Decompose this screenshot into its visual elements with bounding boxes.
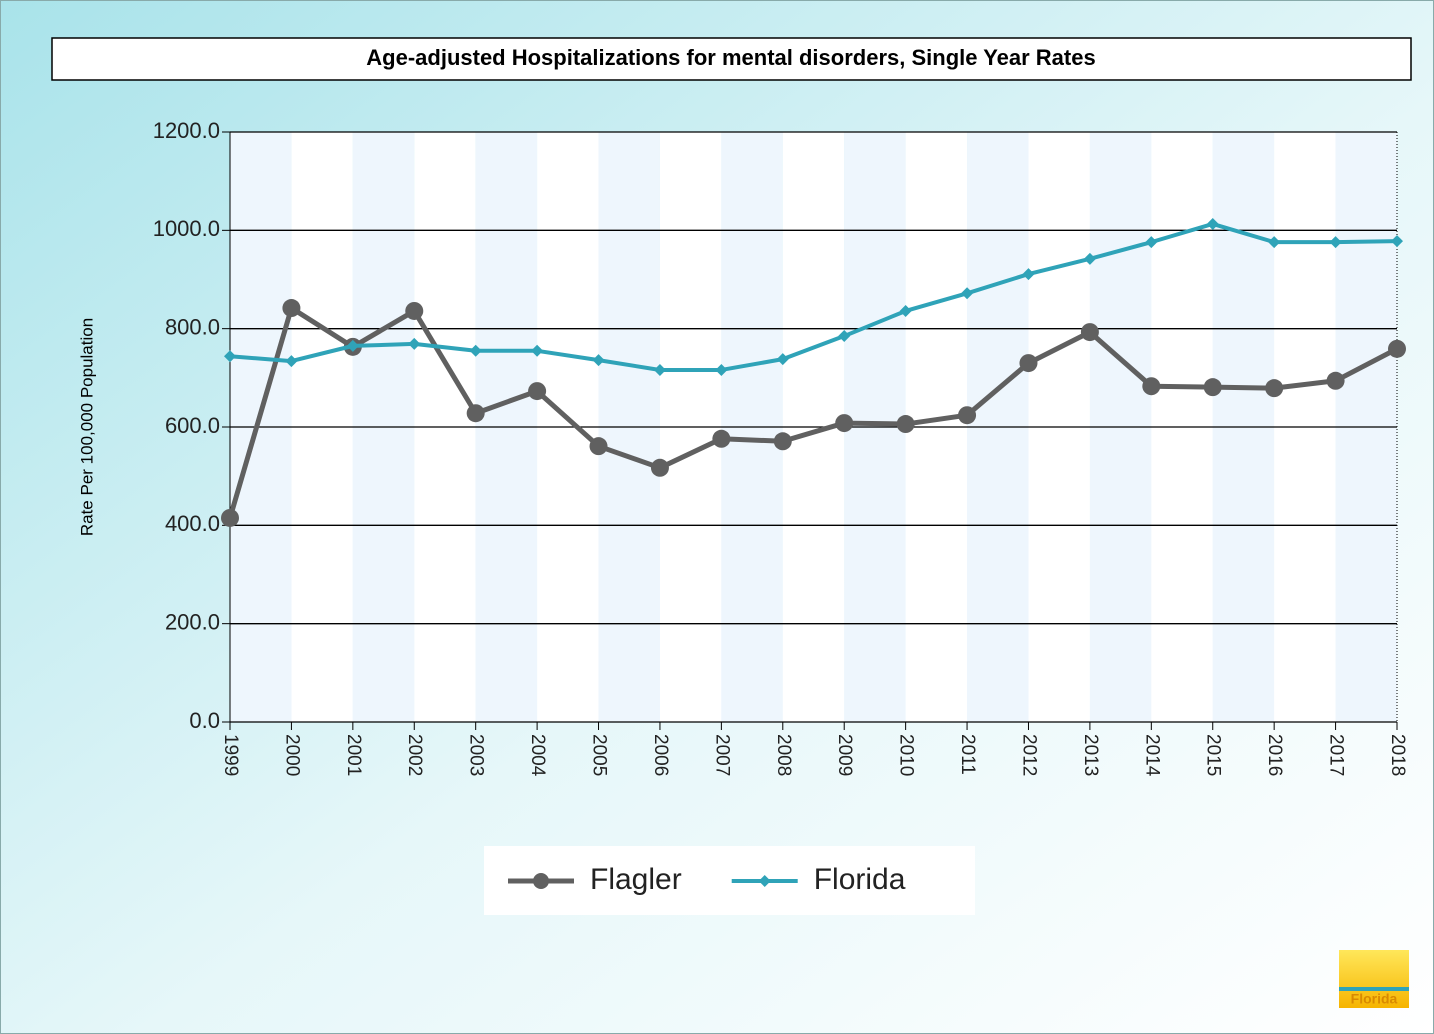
y-tick-label: 0.0: [189, 708, 220, 733]
x-tick-label: 2000: [281, 734, 302, 776]
x-tick-label: 2015: [1203, 734, 1224, 776]
series-line: [227, 305, 1399, 519]
point: [1019, 354, 1038, 373]
point: [346, 339, 359, 352]
point: [408, 337, 421, 350]
y-tick-label: 600.0: [165, 413, 220, 438]
x-tick-label: 2012: [1018, 734, 1039, 776]
x-tick-label: 2003: [466, 734, 487, 776]
y-tick-label: 1000.0: [153, 216, 220, 241]
point: [712, 429, 731, 448]
point: [221, 508, 239, 527]
legend-label: Flagler: [590, 863, 682, 896]
point: [1388, 339, 1406, 358]
point: [592, 354, 605, 367]
x-tick-label: 2008: [773, 734, 794, 776]
point: [1080, 323, 1099, 342]
point: [1206, 217, 1219, 230]
x-tick-label: 2011: [957, 734, 978, 775]
x-tick-label: 1999: [220, 734, 241, 776]
y-axis-label: Rate Per 100,000 Population: [77, 318, 96, 536]
point: [776, 353, 789, 366]
point: [282, 299, 301, 318]
point: [1203, 378, 1222, 397]
y-tick-label: 800.0: [165, 314, 220, 339]
point: [1326, 371, 1345, 390]
point: [1022, 268, 1035, 281]
logo-stripe: [1339, 987, 1409, 991]
point: [285, 355, 298, 368]
x-tick-label: 2006: [650, 734, 671, 776]
x-tick-label: 2001: [343, 734, 364, 776]
x-tick-label: 2005: [589, 734, 610, 776]
logo: Florida: [1339, 950, 1409, 1008]
title-box: [51, 37, 1412, 81]
point: [1145, 236, 1158, 249]
point: [531, 344, 544, 357]
point: [1391, 235, 1403, 248]
x-tick-label: 2010: [896, 734, 917, 776]
chart-title: Age-adjusted Hospitalizations for mental…: [366, 45, 1095, 70]
point: [958, 406, 977, 425]
x-tick-label: 2018: [1387, 734, 1408, 776]
x-tick-label: 2017: [1326, 734, 1347, 776]
x-tick-label: 2009: [834, 734, 855, 776]
legend-marker: [533, 873, 549, 889]
point: [1268, 236, 1281, 249]
logo-box: [1339, 950, 1409, 1008]
point: [1142, 377, 1161, 396]
legend-label: Florida: [814, 863, 906, 896]
point: [1265, 379, 1284, 398]
point: [650, 458, 669, 477]
y-tick-label: 1200.0: [153, 118, 220, 143]
point: [589, 437, 608, 456]
point: [899, 304, 912, 317]
point: [838, 330, 851, 343]
point: [528, 382, 547, 401]
point: [835, 414, 854, 433]
point: [405, 301, 424, 320]
plot-area: 0.0 200.0 400.0 600.0 800.0 1000.0 1200.0 1999 2…: [153, 118, 1408, 777]
point: [224, 350, 236, 363]
point: [469, 344, 482, 357]
point: [1083, 252, 1096, 265]
y-tick-label: 400.0: [165, 511, 220, 536]
x-tick-label: 2016: [1264, 734, 1285, 776]
point: [1329, 236, 1342, 249]
legend-marker: [758, 875, 771, 887]
point: [715, 363, 728, 376]
point: [653, 363, 666, 376]
x-tick-label: 2002: [404, 734, 425, 776]
y-tick-label: 200.0: [165, 609, 220, 634]
x-tick-label: 2013: [1080, 734, 1101, 776]
logo-text: Florida: [1351, 991, 1398, 1007]
series-line: [229, 221, 1398, 372]
point: [896, 415, 915, 434]
x-tick-label: 2014: [1141, 734, 1162, 777]
x-tick-label: 2004: [527, 734, 548, 777]
point: [961, 287, 974, 300]
x-tick-label: 2007: [711, 734, 732, 776]
point: [773, 432, 792, 451]
point: [466, 404, 485, 423]
